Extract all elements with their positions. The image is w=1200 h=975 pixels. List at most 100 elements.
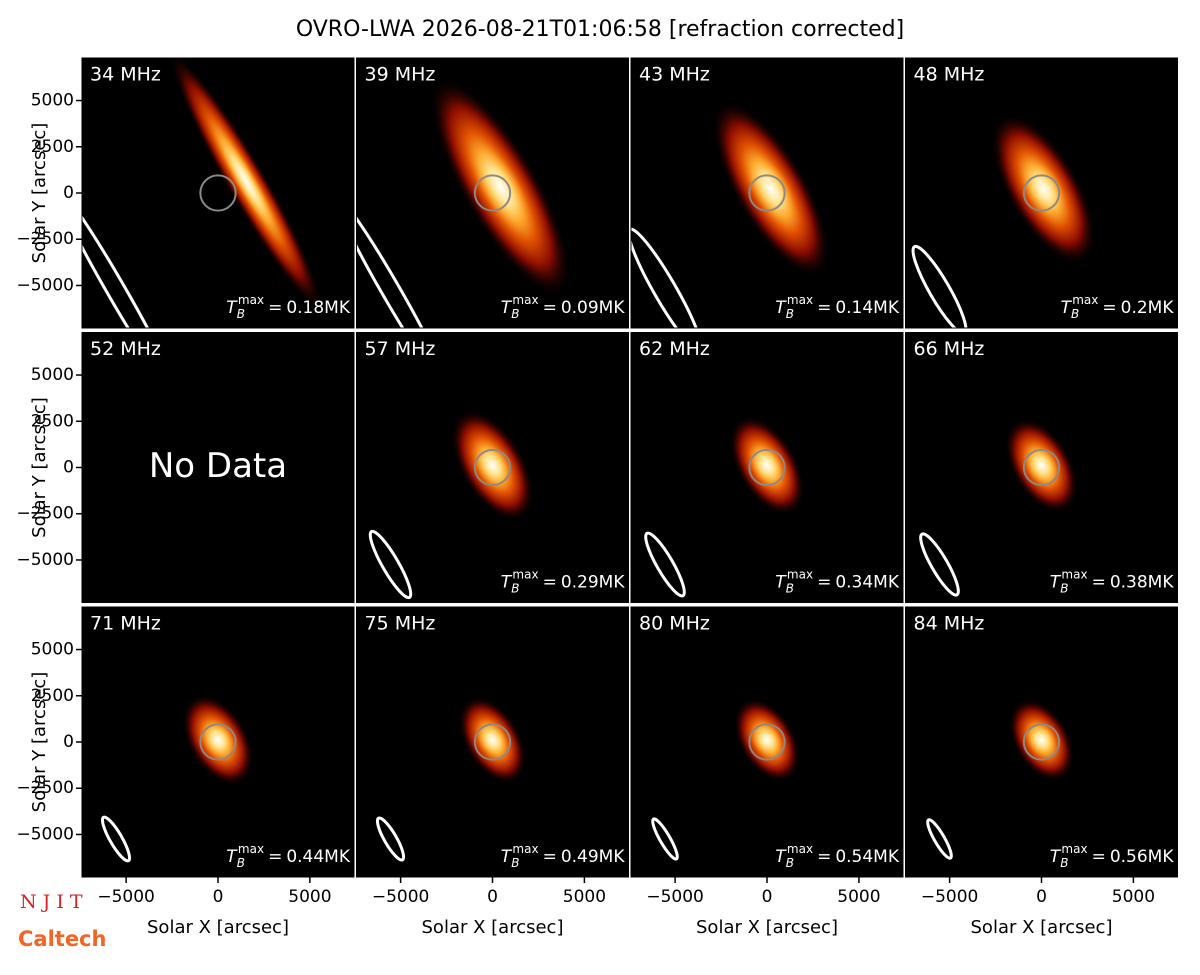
x-tick-label: −5000 bbox=[921, 887, 979, 907]
tb-part: = bbox=[543, 298, 557, 318]
tb-part: B bbox=[786, 581, 794, 595]
frequency-label: 84 MHz bbox=[914, 613, 985, 635]
no-data-label: No Data bbox=[149, 446, 287, 486]
tb-part: max bbox=[238, 842, 264, 856]
tb-part: 0.49MK bbox=[561, 847, 626, 867]
panel: TBmax = 0.2MK 48 MHz bbox=[905, 58, 1178, 328]
tb-part: = bbox=[543, 573, 557, 593]
solar-disk bbox=[1022, 174, 1061, 212]
panel: TBmax = 0.09MK 39 MHz bbox=[356, 58, 629, 328]
y-tick-label: −2500 bbox=[16, 504, 74, 524]
tb-part: T bbox=[1050, 847, 1062, 867]
tb-part: max bbox=[787, 842, 813, 856]
logo-caltech: Caltech bbox=[18, 927, 106, 951]
tb-part: T bbox=[1061, 298, 1073, 318]
tb-part: T bbox=[501, 298, 513, 318]
logo-njit: N J I T bbox=[20, 891, 83, 913]
beam bbox=[919, 532, 960, 597]
emission-core bbox=[218, 135, 274, 227]
tb-part: = bbox=[268, 847, 282, 867]
tb-part: 0.34MK bbox=[835, 573, 900, 593]
tb-part: = bbox=[1092, 847, 1106, 867]
chart-title: OVRO-LWA 2026-08-21T01:06:58 [refraction… bbox=[296, 17, 904, 42]
frequency-label: 52 MHz bbox=[90, 338, 161, 360]
panel: TBmax = 0.34MK 62 MHz bbox=[631, 332, 903, 603]
solar-disk bbox=[199, 174, 237, 212]
panel: TBmax = 0.14MK 43 MHz bbox=[631, 58, 903, 328]
tb-max-label: TBmax = 0.29MK bbox=[501, 567, 626, 595]
solar-disk bbox=[748, 448, 786, 487]
tb-part: max bbox=[512, 842, 538, 856]
solar-disk bbox=[748, 174, 786, 212]
panel-background bbox=[82, 332, 354, 603]
tb-part: 0.29MK bbox=[561, 573, 626, 593]
panel: TBmax = 0.44MK 71 MHz bbox=[82, 607, 354, 877]
tb-part: T bbox=[501, 573, 513, 593]
tb-part: B bbox=[511, 581, 519, 595]
panel-frame bbox=[356, 57, 629, 329]
beam bbox=[100, 815, 132, 863]
frequency-label: 62 MHz bbox=[639, 338, 710, 360]
tb-part: B bbox=[1071, 307, 1079, 321]
tb-part: 0.18MK bbox=[286, 298, 351, 318]
tb-part: B bbox=[511, 307, 519, 321]
tb-part: B bbox=[786, 856, 794, 870]
tb-max-label: TBmax = 0.54MK bbox=[775, 842, 900, 870]
emission-core bbox=[477, 723, 508, 757]
tb-part: = bbox=[1092, 573, 1106, 593]
y-tick-label: 2500 bbox=[31, 411, 74, 431]
emission-core bbox=[752, 724, 782, 756]
beam bbox=[911, 244, 968, 328]
y-axis-label: Solar Y [arcsec] bbox=[29, 397, 50, 538]
emission-core bbox=[1027, 724, 1056, 756]
panel-frame bbox=[356, 332, 629, 603]
tb-part: B bbox=[511, 856, 519, 870]
tb-part: = bbox=[817, 573, 831, 593]
x-tick-label: 0 bbox=[1036, 887, 1047, 907]
tb-max-label: TBmax = 0.44MK bbox=[226, 842, 351, 870]
tb-part: 0.38MK bbox=[1110, 573, 1175, 593]
y-tick-label: 2500 bbox=[31, 686, 74, 706]
y-tick-label: −2500 bbox=[16, 229, 74, 249]
tb-max-label: TBmax = 0.34MK bbox=[775, 567, 900, 595]
tb-part: max bbox=[1061, 567, 1087, 581]
x-tick-label: 0 bbox=[487, 887, 498, 907]
y-axis-label: Solar Y [arcsec] bbox=[29, 672, 50, 813]
tb-part: T bbox=[775, 298, 787, 318]
beam bbox=[926, 818, 953, 860]
tb-part: T bbox=[1050, 573, 1062, 593]
emission-core bbox=[202, 723, 234, 757]
tb-part: T bbox=[501, 847, 513, 867]
emission-core bbox=[747, 157, 795, 221]
tb-part: = bbox=[817, 847, 831, 867]
tb-part: max bbox=[787, 293, 813, 307]
x-axis-label: Solar X [arcsec] bbox=[696, 917, 838, 938]
panel: TBmax = 0.56MK 84 MHz bbox=[905, 607, 1178, 877]
tb-part: T bbox=[226, 847, 238, 867]
tb-part: 0.44MK bbox=[286, 847, 351, 867]
tb-max-label: TBmax = 0.2MK bbox=[1061, 293, 1175, 321]
tb-part: 0.09MK bbox=[561, 298, 626, 318]
tb-max-label: TBmax = 0.09MK bbox=[501, 293, 626, 321]
tb-part: = bbox=[268, 298, 282, 318]
tb-part: = bbox=[1102, 298, 1116, 318]
y-tick-label: −5000 bbox=[16, 550, 74, 570]
solar-disk bbox=[473, 723, 512, 761]
beam bbox=[356, 193, 448, 328]
tb-max-label: TBmax = 0.49MK bbox=[501, 842, 626, 870]
panel: TBmax = 0.38MK 66 MHz bbox=[905, 332, 1178, 603]
panel: TBmax = 0.49MK 75 MHz bbox=[356, 607, 629, 877]
y-tick-label: 2500 bbox=[31, 137, 74, 157]
y-tick-label: 5000 bbox=[31, 365, 74, 385]
x-tick-label: −5000 bbox=[97, 887, 155, 907]
beam bbox=[631, 227, 703, 328]
tb-max-label: TBmax = 0.14MK bbox=[775, 293, 900, 321]
x-tick-label: 5000 bbox=[288, 887, 331, 907]
tb-part: max bbox=[1061, 842, 1087, 856]
beam bbox=[82, 184, 179, 328]
y-tick-label: 0 bbox=[63, 732, 74, 752]
tb-part: B bbox=[1060, 581, 1068, 595]
emission-core bbox=[1025, 448, 1058, 483]
x-tick-label: 5000 bbox=[563, 887, 606, 907]
y-tick-label: 5000 bbox=[31, 91, 74, 111]
